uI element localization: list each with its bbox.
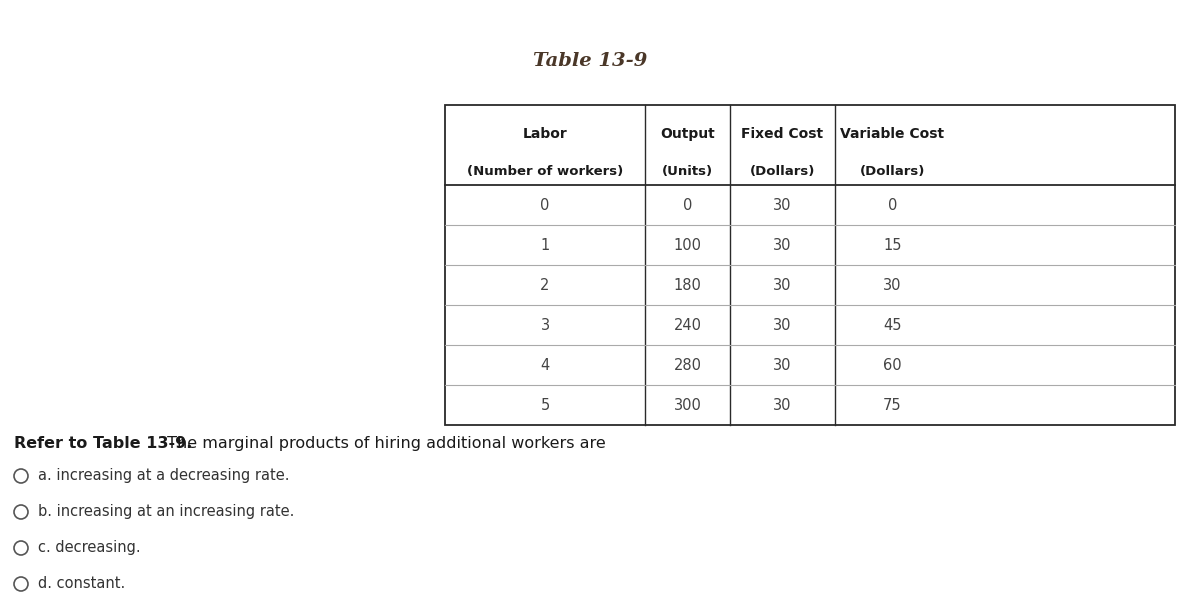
Text: 100: 100 xyxy=(674,238,702,252)
Text: 30: 30 xyxy=(773,397,792,413)
Text: Variable Cost: Variable Cost xyxy=(840,127,945,141)
Text: 5: 5 xyxy=(541,397,550,413)
Text: 75: 75 xyxy=(884,397,902,413)
Text: (Number of workers): (Number of workers) xyxy=(466,165,623,178)
Text: Table 13-9: Table 13-9 xyxy=(532,52,647,70)
Text: 2: 2 xyxy=(541,278,550,292)
Text: 0: 0 xyxy=(888,198,898,212)
Text: c. decreasing.: c. decreasing. xyxy=(38,540,140,555)
Text: (Dollars): (Dollars) xyxy=(860,165,925,178)
Text: 15: 15 xyxy=(884,238,901,252)
Text: 30: 30 xyxy=(773,317,792,333)
Text: 0: 0 xyxy=(541,198,550,212)
Text: Output: Output xyxy=(660,127,715,141)
Text: 3: 3 xyxy=(541,317,550,333)
Text: Fixed Cost: Fixed Cost xyxy=(741,127,823,141)
Text: The marginal products of hiring additional workers are: The marginal products of hiring addition… xyxy=(163,436,605,451)
Text: 30: 30 xyxy=(773,198,792,212)
Text: 300: 300 xyxy=(674,397,701,413)
Bar xyxy=(445,105,1174,425)
Text: 45: 45 xyxy=(884,317,901,333)
Text: 240: 240 xyxy=(674,317,702,333)
Text: 30: 30 xyxy=(773,278,792,292)
Text: 0: 0 xyxy=(683,198,693,212)
Text: b. increasing at an increasing rate.: b. increasing at an increasing rate. xyxy=(38,504,294,519)
Text: Refer to Table 13-9.: Refer to Table 13-9. xyxy=(14,436,192,451)
Text: 30: 30 xyxy=(773,238,792,252)
Text: 280: 280 xyxy=(674,357,702,373)
Text: (Dollars): (Dollars) xyxy=(750,165,815,178)
Text: 30: 30 xyxy=(773,357,792,373)
Text: 1: 1 xyxy=(541,238,550,252)
Text: Labor: Labor xyxy=(523,127,568,141)
Text: 30: 30 xyxy=(884,278,901,292)
Text: 4: 4 xyxy=(541,357,550,373)
Text: 60: 60 xyxy=(884,357,902,373)
Text: 180: 180 xyxy=(674,278,701,292)
Text: a. increasing at a decreasing rate.: a. increasing at a decreasing rate. xyxy=(38,468,290,483)
Text: d. constant.: d. constant. xyxy=(38,576,125,591)
Text: (Units): (Units) xyxy=(662,165,713,178)
